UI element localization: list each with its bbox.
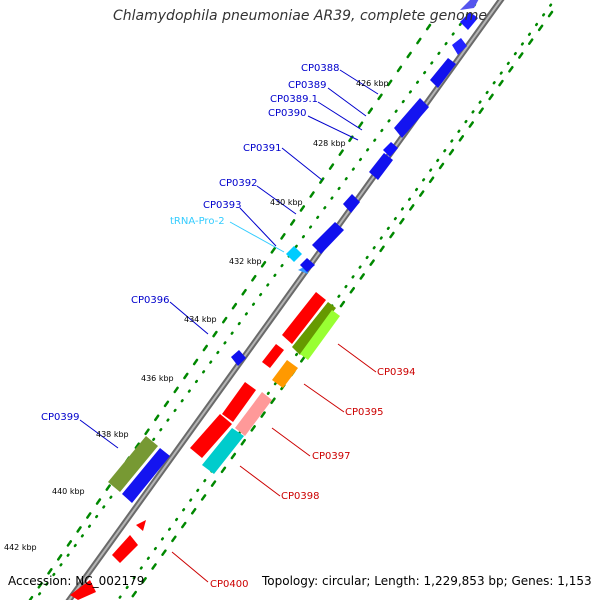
gene-label-cp0389-1[interactable]: CP0389.1 — [270, 94, 318, 105]
genome-summary-text: Topology: circular; Length: 1,229,853 bp… — [262, 574, 592, 588]
leader-cp0399 — [79, 419, 119, 449]
gene-label-cp0391[interactable]: CP0391 — [243, 143, 281, 154]
leader-cp0390 — [307, 115, 359, 141]
gene-arrow-cp0396[interactable] — [231, 350, 246, 366]
tick-label: 432 kbp — [229, 257, 262, 266]
gene-arrow-red-e[interactable] — [112, 535, 138, 563]
tick-label: 430 kbp — [270, 198, 303, 207]
gene-label-cp0396[interactable]: CP0396 — [131, 295, 169, 306]
gene-arrow-cp0393[interactable] — [312, 222, 344, 254]
leader-cp0388 — [339, 69, 379, 95]
leader-cp0392 — [256, 185, 297, 215]
gene-arrow-cp0394-green[interactable] — [292, 302, 336, 355]
map-title: Chlamydophila pneumoniae AR39, complete … — [113, 8, 487, 24]
gene-label-cp0393[interactable]: CP0393 — [203, 200, 241, 211]
gene-label-cp0397[interactable]: CP0397 — [312, 451, 350, 462]
gene-arrow-cp0389[interactable] — [394, 98, 429, 138]
inner-dash-line — [128, 10, 554, 600]
gene-arrow-top-a[interactable] — [460, 0, 480, 10]
gene-arrow-cp0399[interactable] — [122, 448, 170, 503]
gene-labels-left: CP0388 CP0389 CP0389.1 CP0390 CP0391 CP0… — [41, 63, 339, 423]
gene-label-cp0394[interactable]: CP0394 — [377, 367, 415, 378]
outer-dash-line — [28, 23, 432, 600]
tick-label: 434 kbp — [184, 315, 217, 324]
leader-lines-right — [171, 343, 377, 583]
gene-arrow-red-b[interactable] — [262, 344, 284, 368]
leader-cp0394 — [337, 343, 377, 373]
tick-label: 436 kbp — [141, 374, 174, 383]
gene-arrow-cp0394-lime[interactable] — [300, 310, 340, 360]
leader-cp0389-1 — [317, 101, 363, 131]
leader-cp0391 — [281, 147, 323, 181]
tick-label: 426 kbp — [356, 79, 389, 88]
gene-arrow-red-a[interactable] — [282, 292, 326, 344]
gene-arrow-small-432[interactable] — [300, 258, 315, 272]
gene-label-cp0389[interactable]: CP0389 — [288, 80, 326, 91]
gene-label-cp0395[interactable]: CP0395 — [345, 407, 383, 418]
outer-dot-line — [33, 0, 480, 600]
reverse-strand-features — [70, 292, 340, 600]
gene-labels-right: CP0394 CP0395 CP0397 CP0398 CP0400 — [210, 367, 415, 590]
gene-arrow-top-c[interactable] — [452, 38, 467, 55]
leader-cp0397 — [271, 427, 311, 457]
genome-backbone — [65, 0, 505, 600]
forward-strand-features — [108, 0, 480, 503]
gene-arrow-top-b[interactable] — [460, 12, 478, 30]
gene-arrow-olive[interactable] — [108, 436, 158, 492]
inner-dot-line — [116, 0, 556, 600]
leader-cp0400 — [171, 551, 209, 583]
gene-arrow-red-g[interactable] — [70, 580, 96, 600]
leader-lines-left — [79, 69, 379, 449]
tick-labels: 426 kbp 428 kbp 430 kbp 432 kbp 434 kbp … — [4, 79, 389, 552]
gene-arrow-red-f[interactable] — [136, 520, 146, 531]
gene-label-cp0399[interactable]: CP0399 — [41, 412, 79, 423]
gene-arrow-cp0391[interactable] — [369, 153, 393, 180]
gene-arrow-cp0388[interactable] — [430, 58, 456, 88]
leader-cp0395 — [303, 383, 345, 413]
gene-arrow-cp0395-orange[interactable] — [272, 360, 298, 388]
tick-label: 442 kbp — [4, 543, 37, 552]
gene-arrow-cp0398-cyan[interactable] — [202, 428, 244, 474]
tick-label: 428 kbp — [313, 139, 346, 148]
leader-cp0396 — [169, 301, 209, 335]
tick-label: 440 kbp — [52, 487, 85, 496]
leader-cp0389 — [327, 87, 367, 117]
trna-pro-2-feature[interactable] — [286, 246, 302, 262]
tick-label: 438 kbp — [96, 430, 129, 439]
leader-cp0393 — [239, 207, 277, 247]
gene-arrow-red-d[interactable] — [190, 414, 232, 458]
gene-label-cp0400[interactable]: CP0400 — [210, 579, 248, 590]
gene-label-trna-pro-2[interactable]: tRNA-Pro-2 — [170, 216, 225, 227]
gene-label-cp0398[interactable]: CP0398 — [281, 491, 319, 502]
gene-arrow-red-c[interactable] — [222, 382, 256, 422]
gene-label-cp0388[interactable]: CP0388 — [301, 63, 339, 74]
leader-trna-pro-2 — [229, 221, 285, 253]
gene-arrow-cp0397-pink[interactable] — [235, 392, 272, 436]
dotted-guide-lines — [28, 0, 556, 600]
gene-label-cp0392[interactable]: CP0392 — [219, 178, 257, 189]
gene-arrow-cp0392[interactable] — [343, 194, 360, 213]
gene-arrow-cp0390[interactable] — [383, 142, 398, 157]
gene-label-cp0390[interactable]: CP0390 — [268, 108, 306, 119]
accession-text: Accession: NC_002179 — [8, 574, 145, 588]
leader-cp0398 — [239, 465, 281, 497]
